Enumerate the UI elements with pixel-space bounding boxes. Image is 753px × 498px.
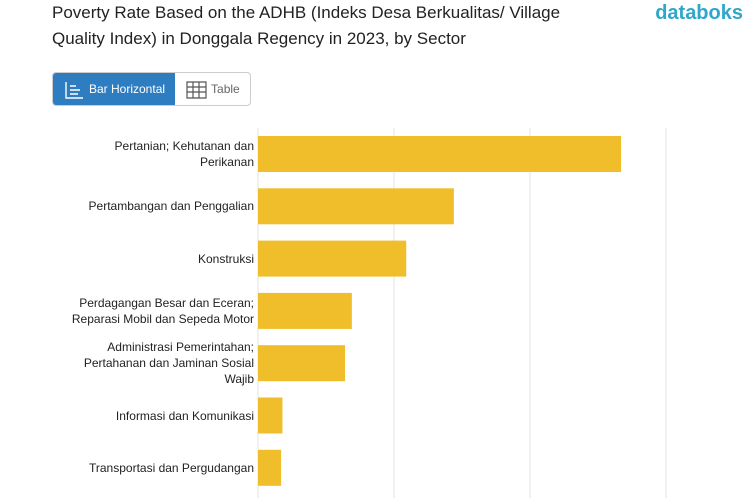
tab-label: Table <box>211 82 240 96</box>
category-label: Administrasi Pemerintahan; Pertahanan da… <box>83 340 254 387</box>
bar <box>258 136 622 172</box>
bar <box>258 397 283 434</box>
category-label: Transportasi dan Pergudangan <box>89 460 254 475</box>
icon <box>65 82 83 99</box>
tabs: Bar Horizontal Table <box>52 72 251 106</box>
tab[interactable]: Table <box>175 73 250 105</box>
bar <box>258 449 282 486</box>
bar <box>258 240 407 277</box>
bar <box>258 345 346 382</box>
chart-title: Poverty Rate Based on the ADHB (Indeks D… <box>52 3 561 48</box>
category-label: Konstruksi <box>197 251 254 266</box>
icon <box>186 81 207 99</box>
category-label: Informasi dan Komunikasi <box>115 408 254 423</box>
tab-label: Bar Horizontal <box>89 82 166 96</box>
category-label: Perdagangan Besar dan Eceran; Reparasi M… <box>71 295 254 326</box>
logo: databoks <box>655 2 743 24</box>
tab[interactable]: Bar Horizontal <box>53 73 176 105</box>
category-label: Pertanian; Kehutanan dan Perikanan <box>114 139 254 169</box>
bar <box>258 292 352 329</box>
bar <box>258 188 454 225</box>
category-label: Pertambangan dan Penggalian <box>88 199 254 214</box>
